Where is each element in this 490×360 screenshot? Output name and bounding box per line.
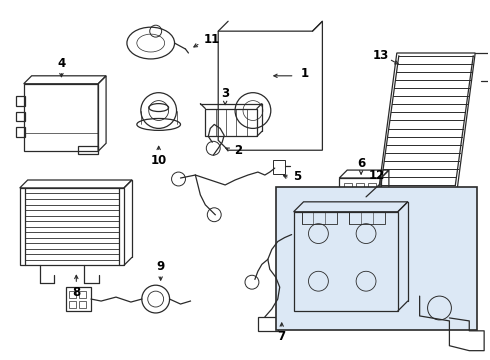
- Bar: [16, 96, 24, 105]
- Bar: [16, 127, 24, 137]
- Bar: [16, 112, 24, 121]
- Text: 5: 5: [294, 170, 302, 183]
- Text: 13: 13: [373, 49, 389, 63]
- Bar: [356, 195, 364, 203]
- Text: 12: 12: [368, 168, 385, 181]
- Text: 9: 9: [156, 260, 165, 273]
- Bar: [66, 287, 91, 311]
- Bar: [368, 183, 376, 191]
- Bar: [294, 212, 398, 311]
- Bar: [273, 160, 285, 174]
- Bar: [79, 301, 86, 308]
- Text: 3: 3: [221, 87, 229, 100]
- Bar: [276, 187, 477, 330]
- Text: 11: 11: [204, 33, 220, 46]
- Bar: [344, 195, 352, 203]
- Bar: [349, 212, 385, 224]
- Bar: [301, 212, 337, 224]
- Text: 1: 1: [300, 67, 309, 80]
- Bar: [79, 291, 86, 298]
- Bar: [339, 178, 381, 210]
- Bar: [20, 188, 124, 265]
- Text: 6: 6: [357, 157, 365, 170]
- Bar: [356, 183, 364, 191]
- Bar: [258, 317, 278, 331]
- Text: 2: 2: [234, 144, 242, 157]
- Bar: [368, 195, 376, 203]
- Text: 10: 10: [150, 154, 167, 167]
- Bar: [205, 109, 257, 136]
- Text: 4: 4: [57, 57, 66, 71]
- Bar: [78, 146, 98, 154]
- Bar: [344, 183, 352, 191]
- Bar: [70, 301, 76, 308]
- Bar: [24, 84, 98, 151]
- Text: 7: 7: [278, 330, 286, 343]
- Bar: [70, 291, 76, 298]
- Text: 8: 8: [72, 285, 80, 299]
